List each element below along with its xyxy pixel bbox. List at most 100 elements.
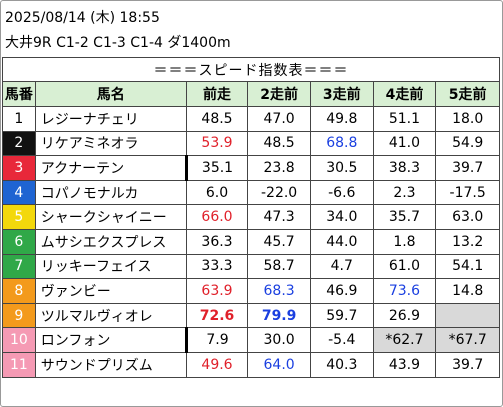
horse-name: リッキーフェイス [34, 253, 187, 280]
title-row: ＝＝＝スピード指数表＝＝＝ [2, 57, 500, 82]
horse-row: 10 ロンフォン 7.9 30.0 -5.4 *62.7 *67.7 [2, 327, 500, 353]
horse-row: 11 サウンドプリズム 49.6 64.0 40.3 43.9 39.7 [2, 351, 500, 378]
column-header: 5走前 [435, 81, 500, 107]
column-header: 馬番 [2, 81, 36, 107]
speed-index: 46.9 [309, 278, 374, 304]
speed-index: 51.1 [372, 106, 437, 132]
speed-index: 66.0 [185, 204, 249, 230]
horse-name: ムサシエクスプレス [34, 228, 187, 255]
horse-name: レジーナチェリ [34, 106, 187, 132]
horse-row: 8 ヴァンビー 63.9 68.3 46.9 73.6 14.8 [2, 278, 500, 304]
horse-name: ツルマルヴィオレ [34, 302, 187, 329]
speed-index: 1.8 [372, 228, 437, 255]
speed-index: -22.0 [247, 179, 311, 206]
horse-name: リケアミネオラ [34, 130, 187, 157]
speed-index: 54.1 [435, 253, 500, 280]
horse-name: サウンドプリズム [34, 351, 187, 378]
speed-index: 35.7 [372, 204, 437, 230]
speed-index: 34.0 [309, 204, 374, 230]
speed-index: 49.8 [309, 106, 374, 132]
speed-index: 38.3 [372, 155, 437, 181]
horse-number: 3 [2, 155, 36, 181]
speed-table: ＝＝＝スピード指数表＝＝＝ 馬番 馬名 前走 2走前 3走前 4走前 5走前 1 レジーナチェリ 4… [2, 57, 500, 378]
speed-index: 47.3 [247, 204, 311, 230]
speed-index: 79.9 [247, 302, 311, 329]
column-header: 4走前 [372, 81, 437, 107]
horse-row: 5 シャークシャイニー 66.0 47.3 34.0 35.7 63.0 [2, 204, 500, 230]
speed-index: 40.3 [309, 351, 374, 378]
speed-index: 39.7 [435, 155, 500, 181]
header-row: 馬番 馬名 前走 2走前 3走前 4走前 5走前 [2, 81, 500, 107]
speed-index: 53.9 [185, 130, 249, 157]
horse-row: 3 アクナーテン 35.1 23.8 30.5 38.3 39.7 [2, 155, 500, 181]
speed-index: 68.8 [309, 130, 374, 157]
speed-index: 2.3 [372, 179, 437, 206]
speed-index: 61.0 [372, 253, 437, 280]
speed-index: 26.9 [372, 302, 437, 329]
horse-name: シャークシャイニー [34, 204, 187, 230]
horse-name: ヴァンビー [34, 278, 187, 304]
speed-index: 18.0 [435, 106, 500, 132]
horse-name: アクナーテン [34, 155, 187, 181]
column-header: 馬名 [34, 81, 187, 107]
column-header: 3走前 [309, 81, 374, 107]
speed-index: 73.6 [372, 278, 437, 304]
speed-index: 47.0 [247, 106, 311, 132]
horse-number: 11 [2, 351, 36, 378]
speed-index: *62.7 [372, 327, 437, 353]
speed-index: 59.7 [309, 302, 374, 329]
horse-row: 1 レジーナチェリ 48.5 47.0 49.8 51.1 18.0 [2, 106, 500, 132]
horse-row: 2 リケアミネオラ 53.9 48.5 68.8 41.0 54.9 [2, 130, 500, 157]
horse-number: 1 [2, 106, 36, 132]
horse-row: 7 リッキーフェイス 33.3 58.7 4.7 61.0 54.1 [2, 253, 500, 280]
horse-number: 9 [2, 302, 36, 329]
speed-index: 54.9 [435, 130, 500, 157]
horse-number: 10 [2, 327, 36, 353]
speed-index: 43.9 [372, 351, 437, 378]
horse-number: 5 [2, 204, 36, 230]
horse-row: 9 ツルマルヴィオレ 72.6 79.9 59.7 26.9 [2, 302, 500, 329]
datetime: 2025/08/14 (木) 18:55 [5, 10, 160, 26]
speed-index [435, 302, 500, 329]
horse-number: 2 [2, 130, 36, 157]
speed-index: 68.3 [247, 278, 311, 304]
speed-index: 58.7 [247, 253, 311, 280]
speed-index: 36.3 [185, 228, 249, 255]
horse-name: コパノモナルカ [34, 179, 187, 206]
speed-index: 33.3 [185, 253, 249, 280]
speed-index: -6.6 [309, 179, 374, 206]
speed-index: 13.2 [435, 228, 500, 255]
speed-index: *67.7 [435, 327, 500, 353]
speed-index: 64.0 [247, 351, 311, 378]
horse-row: 4 コパノモナルカ 6.0 -22.0 -6.6 2.3 -17.5 [2, 179, 500, 206]
speed-index: 49.6 [185, 351, 249, 378]
column-header: 前走 [185, 81, 249, 107]
speed-index: 30.0 [247, 327, 311, 353]
speed-index: 4.7 [309, 253, 374, 280]
race-info: 大井9R C1-2 C1-3 C1-4 ダ1400m [5, 35, 231, 51]
horse-number: 7 [2, 253, 36, 280]
speed-index: 41.0 [372, 130, 437, 157]
table-title: ＝＝＝スピード指数表＝＝＝ [2, 57, 500, 82]
horse-row: 6 ムサシエクスプレス 36.3 45.7 44.0 1.8 13.2 [2, 228, 500, 255]
speed-index: 72.6 [185, 302, 249, 329]
horse-number: 6 [2, 228, 36, 255]
speed-index: 44.0 [309, 228, 374, 255]
speed-index: -17.5 [435, 179, 500, 206]
speed-index: 7.9 [184, 327, 249, 353]
horse-number: 4 [2, 179, 36, 206]
speed-index: 35.1 [184, 155, 249, 181]
speed-index: 6.0 [185, 179, 249, 206]
horse-name: ロンフォン [34, 327, 187, 353]
speed-index: 63.9 [185, 278, 249, 304]
speed-index: 48.5 [247, 130, 311, 157]
column-header: 2走前 [247, 81, 311, 107]
speed-index: 39.7 [435, 351, 500, 378]
speed-index: -5.4 [309, 327, 374, 353]
speed-index: 30.5 [309, 155, 374, 181]
speed-index: 14.8 [435, 278, 500, 304]
speed-index: 45.7 [247, 228, 311, 255]
speed-index: 63.0 [435, 204, 500, 230]
horse-number: 8 [2, 278, 36, 304]
speed-index: 48.5 [185, 106, 249, 132]
